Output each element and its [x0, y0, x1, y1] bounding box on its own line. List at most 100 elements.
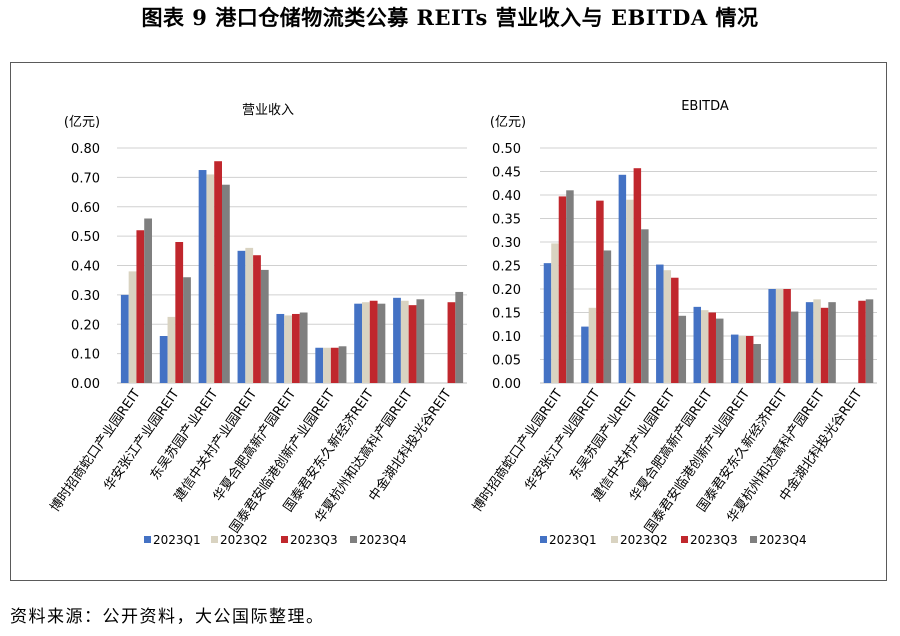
bar — [619, 175, 626, 383]
y-tick-label: 0.60 — [71, 201, 100, 216]
bar — [671, 278, 678, 383]
bar — [821, 308, 828, 383]
bar — [858, 301, 865, 383]
bar — [813, 299, 820, 383]
legend-label: 2023Q3 — [690, 533, 738, 547]
y-tick-label: 0.40 — [492, 189, 521, 204]
bar — [362, 302, 370, 383]
y-tick-label: 0.00 — [71, 377, 100, 392]
bar — [559, 196, 566, 383]
bar — [214, 161, 222, 383]
bar — [641, 229, 648, 383]
bar — [300, 313, 308, 384]
bar — [253, 255, 261, 383]
legend-swatch — [211, 536, 218, 543]
legend-label: 2023Q4 — [759, 533, 807, 547]
y-axis-unit-label: (亿元) — [64, 115, 100, 130]
bar — [238, 251, 246, 383]
y-axis-unit-label: (亿元) — [490, 115, 526, 130]
y-tick-label: 0.35 — [492, 213, 521, 228]
bar — [183, 277, 191, 383]
bar — [121, 295, 129, 383]
bar — [354, 304, 362, 383]
bar — [222, 185, 230, 383]
bar — [370, 301, 378, 383]
bar — [746, 336, 753, 383]
charts-canvas: 营业收入 (亿元) 0.00 0.10 0.20 0.30 0.40 0.50 0.60 0.70… — [0, 0, 900, 636]
bar — [378, 304, 386, 383]
y-tick-label: 0.15 — [492, 307, 521, 322]
bar — [284, 315, 292, 383]
y-tick-label: 0.50 — [71, 230, 100, 245]
chart-2: EBITDA (亿元) 0.00 0.05 0.10 0.15 0.20 0.25 0.30 0.… — [470, 99, 877, 547]
y-tick-label: 0.10 — [492, 330, 521, 345]
y-tick-label: 0.40 — [71, 260, 100, 275]
bar — [129, 271, 137, 383]
bar — [866, 299, 873, 383]
bar — [589, 308, 596, 383]
bar — [292, 314, 300, 383]
y-tick-label: 0.45 — [492, 166, 521, 181]
bar — [768, 289, 775, 383]
x-tick-label: 东吴苏园产业REIT — [566, 386, 641, 483]
legend: 2023Q1 2023Q2 2023Q3 2023Q4 — [144, 533, 407, 547]
source-note: 资料来源：公开资料，大公国际整理。 — [10, 602, 325, 627]
bar — [136, 230, 144, 383]
bar — [276, 314, 284, 383]
bar — [393, 298, 401, 383]
bar — [416, 299, 424, 383]
legend-label: 2023Q1 — [549, 533, 597, 547]
y-tick-label: 0.00 — [492, 377, 521, 392]
bar — [566, 190, 573, 383]
y-tick-label: 0.30 — [492, 236, 521, 251]
legend-label: 2023Q3 — [290, 533, 338, 547]
bar — [551, 243, 558, 383]
bar — [160, 336, 168, 383]
bar — [806, 302, 813, 383]
bar — [716, 319, 723, 383]
legend-swatch — [350, 536, 357, 543]
legend-swatch — [540, 536, 547, 543]
bar — [401, 301, 409, 383]
bar — [656, 265, 663, 383]
bar — [581, 327, 588, 383]
bar — [694, 307, 701, 383]
legend-swatch — [281, 536, 288, 543]
bar — [168, 317, 176, 383]
legend: 2023Q1 2023Q2 2023Q3 2023Q4 — [540, 533, 807, 547]
y-tick-label: 0.20 — [492, 283, 521, 298]
bar — [261, 270, 269, 383]
legend-label: 2023Q2 — [620, 533, 668, 547]
bar — [175, 242, 183, 383]
y-tick-label: 0.20 — [71, 318, 100, 333]
chart-title: 营业收入 — [242, 103, 294, 118]
bar — [206, 174, 214, 383]
bar — [701, 310, 708, 383]
legend-swatch — [611, 536, 618, 543]
x-tick-label: 东吴苏园产业REIT — [147, 386, 222, 483]
bar — [738, 336, 745, 383]
x-tick-label: 华安张江产业园REIT — [101, 387, 182, 494]
bar — [544, 263, 551, 383]
bar — [783, 289, 790, 383]
bar — [339, 346, 347, 383]
y-tick-label: 0.30 — [71, 289, 100, 304]
legend-swatch — [750, 536, 757, 543]
y-tick-label: 0.10 — [71, 348, 100, 363]
bar — [679, 316, 686, 383]
y-tick-label: 0.70 — [71, 171, 100, 186]
bar — [455, 292, 463, 383]
bar — [791, 312, 798, 383]
y-tick-label: 0.05 — [492, 354, 521, 369]
bar — [634, 168, 641, 383]
legend-swatch — [681, 536, 688, 543]
bar — [323, 348, 331, 383]
chart-title: EBITDA — [681, 99, 729, 114]
bar — [448, 302, 456, 383]
legend-label: 2023Q4 — [359, 533, 407, 547]
y-tick-label: 0.80 — [71, 142, 100, 157]
y-tick-label: 0.50 — [492, 142, 521, 157]
legend-label: 2023Q2 — [220, 533, 268, 547]
bar — [245, 248, 253, 383]
bar — [596, 201, 603, 383]
